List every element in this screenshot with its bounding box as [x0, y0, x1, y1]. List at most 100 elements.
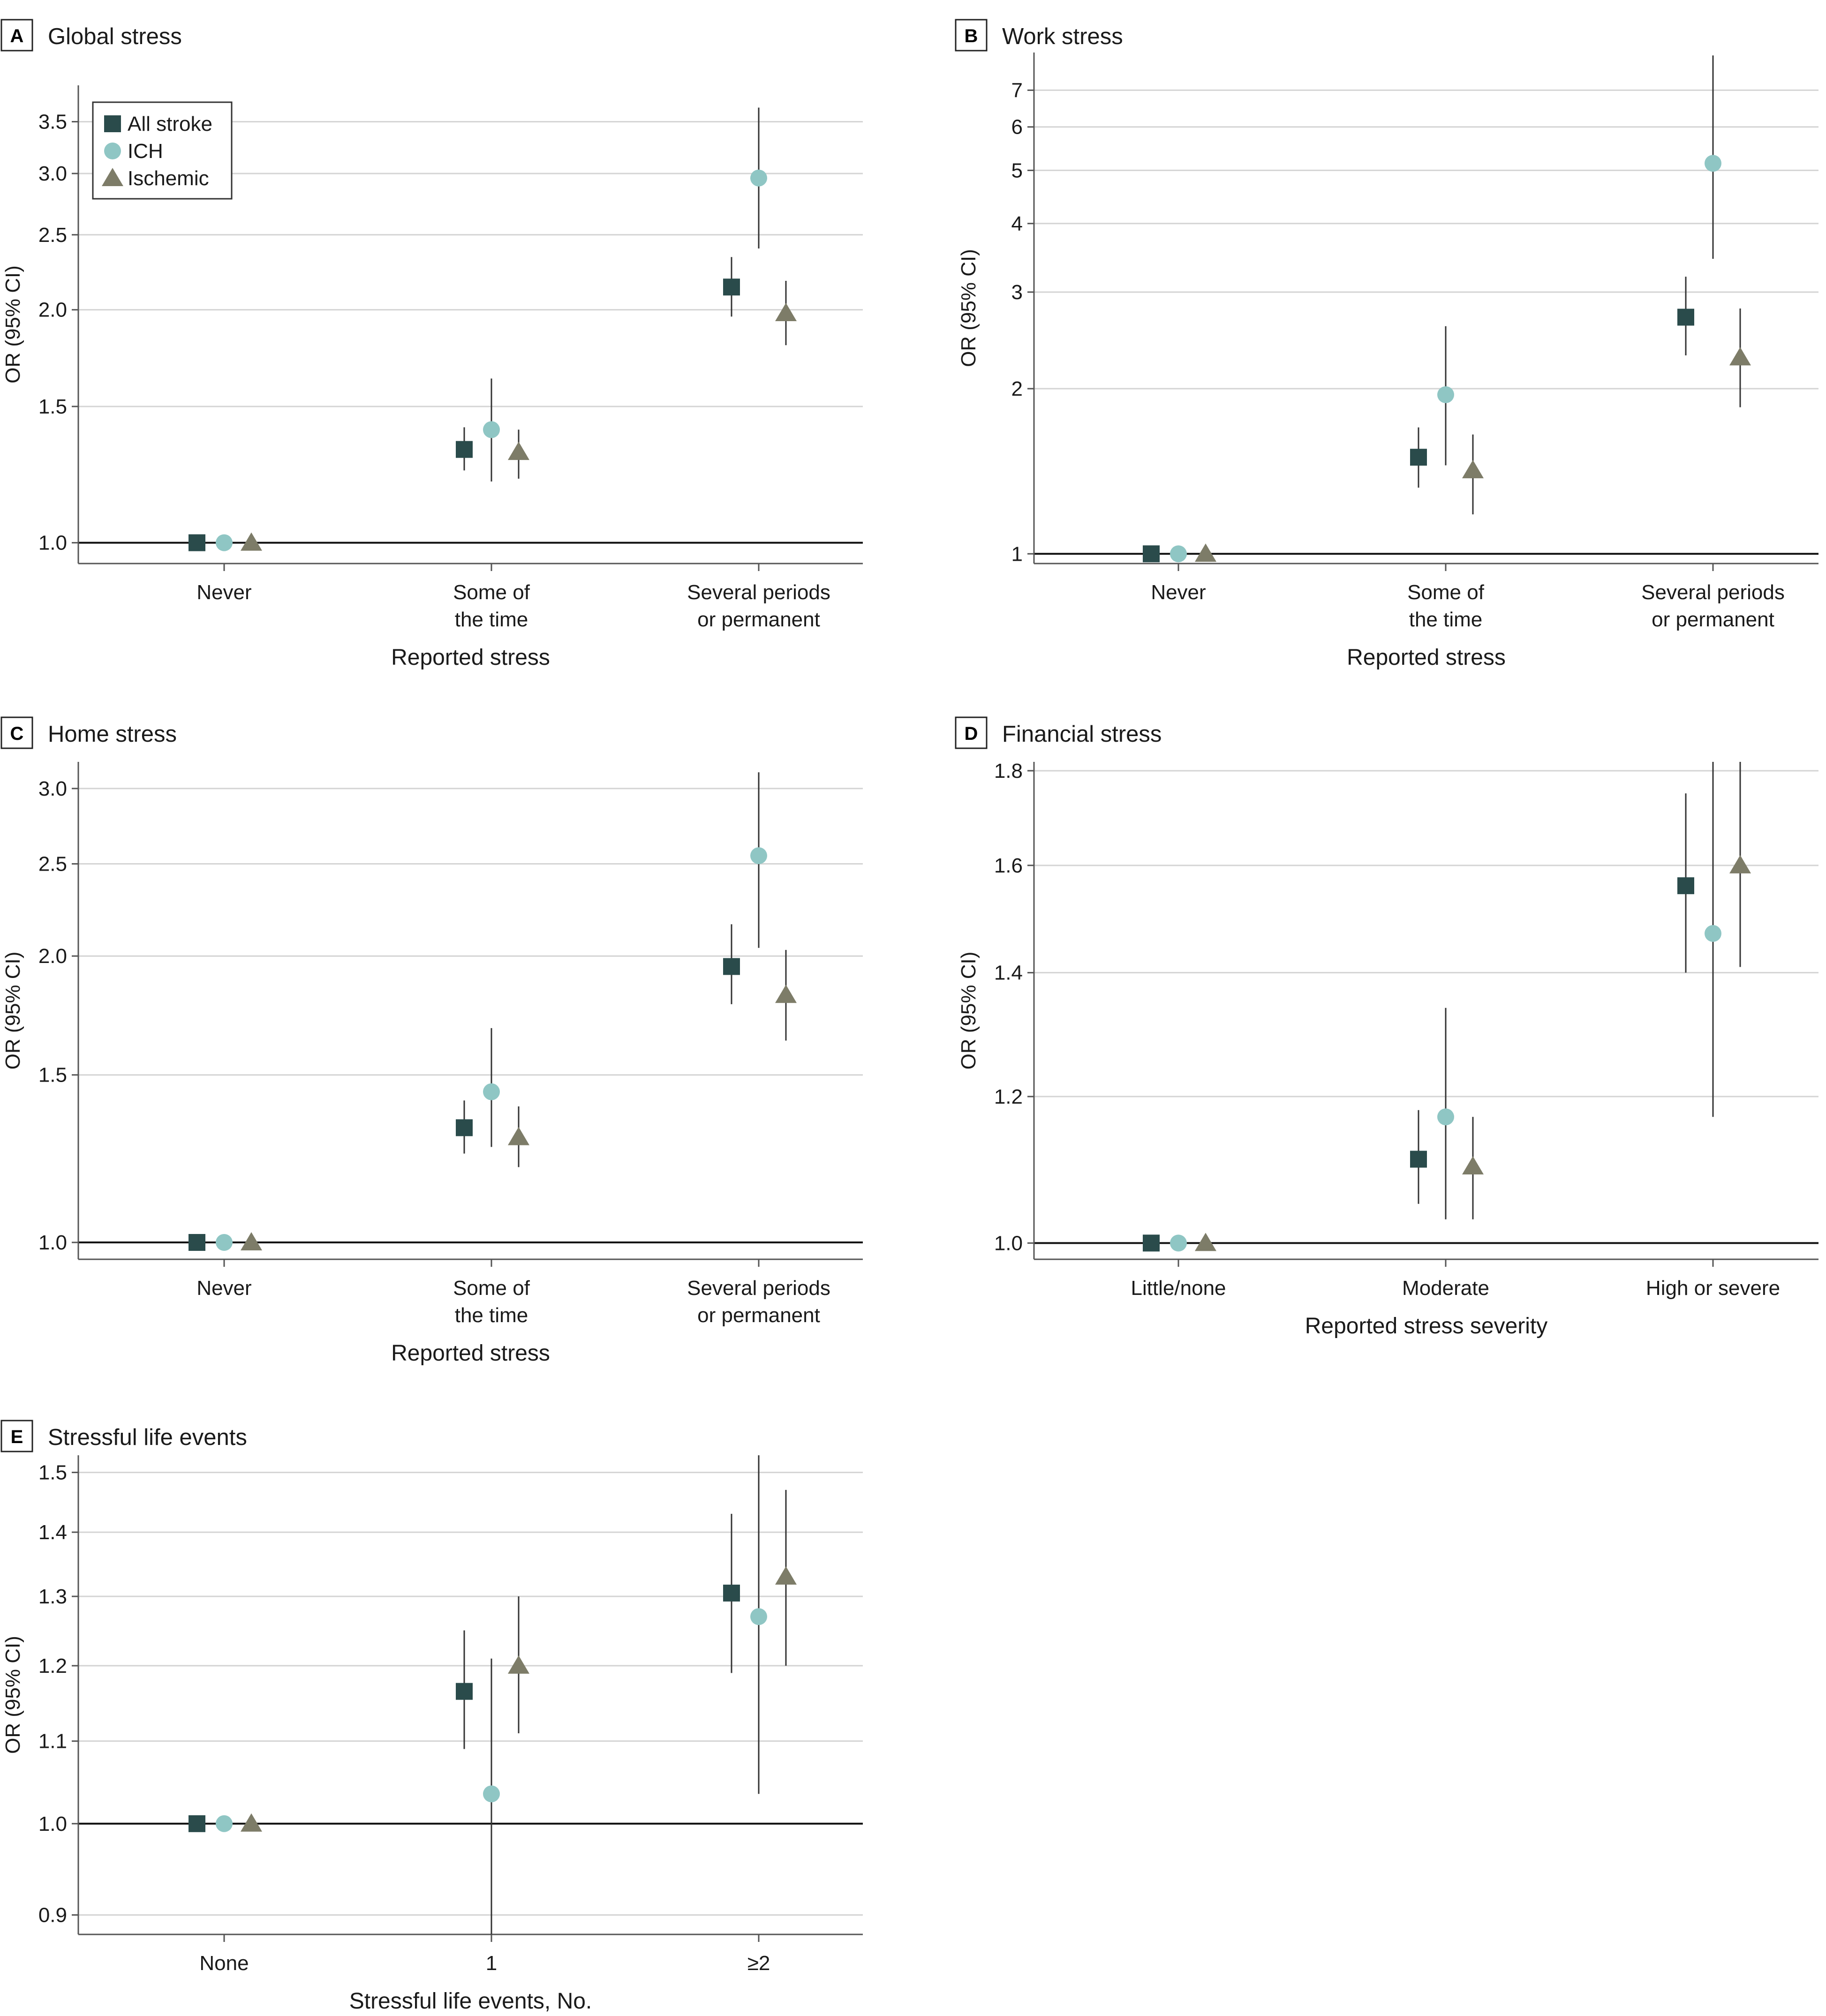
- data-point-all-stroke: [189, 1234, 205, 1251]
- y-tick-label: 1.1: [38, 1730, 67, 1753]
- x-tick-label: the time: [455, 608, 528, 631]
- y-tick-label: 4: [1011, 212, 1023, 235]
- x-tick-label: or permanent: [697, 608, 820, 631]
- data-point-ischemic: [1195, 1233, 1216, 1251]
- data-point-ischemic: [1462, 1156, 1484, 1175]
- panel-letter-box: [0, 716, 33, 749]
- x-tick-label: the time: [1409, 608, 1483, 631]
- data-point-ischemic: [241, 1232, 262, 1251]
- data-point-all-stroke: [723, 958, 740, 975]
- legend-label: ICH: [128, 140, 163, 163]
- data-point-all-stroke: [456, 1683, 473, 1700]
- data-point-ischemic: [508, 442, 529, 460]
- data-point-ich: [483, 421, 500, 438]
- data-point-all-stroke: [456, 1119, 473, 1136]
- data-point-ich: [216, 1234, 233, 1251]
- data-point-all-stroke: [1143, 1234, 1160, 1252]
- panel-title: Stressful life events: [48, 1425, 247, 1450]
- x-tick-label: Moderate: [1402, 1277, 1489, 1300]
- data-point-ich: [1437, 386, 1454, 403]
- panel-letter: B: [965, 26, 978, 46]
- data-point-ich: [750, 1608, 767, 1625]
- y-tick-label: 1.4: [994, 962, 1023, 985]
- panel-a: A Global stress 1.0 1.5 2.0 2.5 3.0 3.5 OR (95% …: [0, 19, 863, 670]
- y-tick-label: 1.4: [38, 1521, 67, 1544]
- data-point-ich: [1437, 1108, 1454, 1126]
- data-point-all-stroke: [1410, 449, 1427, 466]
- data-point-all-stroke: [1677, 877, 1694, 895]
- x-tick-label: Some of: [1407, 581, 1485, 604]
- data-point-all-stroke: [456, 441, 473, 458]
- y-tick-label: 1.0: [38, 1231, 67, 1254]
- legend: All stroke ICH Ischemic: [92, 101, 233, 200]
- y-tick-label: 1.0: [994, 1232, 1023, 1255]
- y-tick-label: 6: [1011, 116, 1023, 139]
- x-tick-label: ≥2: [747, 1952, 770, 1975]
- data-point-ich: [1170, 545, 1187, 563]
- panel-title: Financial stress: [1002, 722, 1162, 747]
- x-tick-label: Some of: [453, 1277, 530, 1300]
- panel-letter: C: [10, 723, 24, 744]
- y-tick-label: 2.5: [38, 853, 67, 876]
- panel-title: Home stress: [48, 722, 177, 747]
- panel-letter-box: [955, 716, 988, 749]
- data-point-ischemic: [1195, 543, 1216, 562]
- x-tick-label: or permanent: [1652, 608, 1774, 631]
- data-point-ich: [1705, 155, 1721, 172]
- data-point-ischemic: [775, 985, 797, 1003]
- x-axis-label: Reported stress severity: [1305, 1314, 1548, 1339]
- x-tick-label: Never: [196, 581, 251, 604]
- y-tick-label: 0.9: [38, 1903, 67, 1926]
- legend-label: Ischemic: [128, 167, 209, 190]
- legend-label: All stroke: [128, 113, 212, 135]
- y-axis-label: OR (95% CI): [1, 1636, 24, 1754]
- panel-title: Global stress: [48, 24, 182, 49]
- panel-letter-box: [0, 1420, 33, 1452]
- panel-d: D Financial stress 1.0 1.2 1.4 1.6 1.8 OR (95% …: [955, 716, 1818, 1339]
- data-point-ischemic: [775, 302, 797, 321]
- data-point-ischemic: [508, 1655, 529, 1674]
- x-tick-label: or permanent: [697, 1304, 820, 1327]
- data-point-all-stroke: [189, 534, 205, 551]
- data-point-ischemic: [508, 1127, 529, 1145]
- data-point-ischemic: [1729, 855, 1751, 873]
- x-tick-label: Never: [1151, 581, 1206, 604]
- data-point-all-stroke: [723, 278, 740, 296]
- x-axis-label: Reported stress: [391, 645, 550, 670]
- y-tick-label: 1.2: [38, 1655, 67, 1677]
- data-point-ischemic: [1729, 347, 1751, 366]
- x-tick-label: High or severe: [1646, 1277, 1780, 1300]
- x-axis-label: Reported stress: [1347, 645, 1506, 670]
- panel-letter: A: [10, 26, 24, 46]
- legend-marker-circle: [104, 143, 121, 159]
- y-axis-label: OR (95% CI): [1, 952, 24, 1070]
- legend-marker-square: [104, 115, 121, 132]
- data-point-ich: [750, 169, 767, 187]
- data-point-ischemic: [775, 1566, 797, 1585]
- panel-b: B Work stress 1 2 3 4 5 6 7 OR (95% CI) Never Some …: [955, 19, 1818, 670]
- panel-letter-box: [0, 19, 33, 52]
- y-tick-label: 1.5: [38, 1064, 67, 1087]
- y-tick-label: 1.3: [38, 1585, 67, 1608]
- x-axis-label: Stressful life events, No.: [349, 1989, 592, 2014]
- y-tick-label: 1.0: [38, 1813, 67, 1835]
- data-point-ischemic: [241, 1813, 262, 1832]
- x-tick-label: the time: [455, 1304, 528, 1327]
- y-tick-label: 5: [1011, 159, 1023, 182]
- data-point-ischemic: [1462, 460, 1484, 479]
- panel-letter-box: [955, 19, 988, 52]
- data-point-all-stroke: [1410, 1151, 1427, 1168]
- data-point-all-stroke: [723, 1584, 740, 1602]
- data-point-ich: [1170, 1234, 1187, 1252]
- y-tick-label: 1: [1011, 542, 1023, 565]
- y-axis-label: OR (95% CI): [957, 249, 980, 367]
- y-tick-label: 1.8: [994, 760, 1023, 782]
- y-tick-label: 1.6: [994, 854, 1023, 877]
- y-tick-label: 3.0: [38, 777, 67, 800]
- x-tick-label: Several periods: [687, 581, 830, 604]
- panel-title: Work stress: [1002, 24, 1123, 49]
- y-axis-label: OR (95% CI): [1, 265, 24, 384]
- panel-letter: D: [965, 723, 978, 744]
- y-tick-label: 2.5: [38, 224, 67, 247]
